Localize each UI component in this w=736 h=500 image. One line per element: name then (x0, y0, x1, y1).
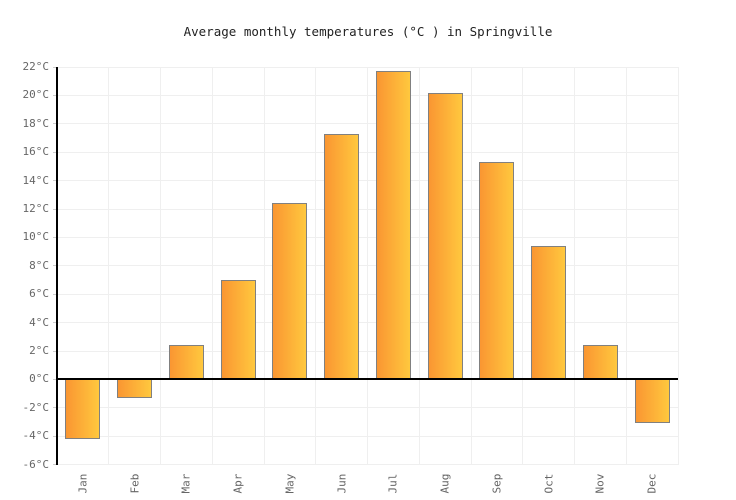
y-axis-label: -2°C (22, 400, 50, 414)
y-axis-label: 6°C (29, 287, 49, 301)
x-label-apr: Apr (221, 467, 255, 500)
y-axis-tick (53, 94, 57, 96)
bar-oct (531, 245, 567, 380)
x-label-text: Mar (179, 473, 193, 494)
y-axis-tick (53, 236, 57, 238)
y-axis-tick (53, 208, 57, 210)
v-gridline (160, 67, 161, 465)
y-axis-label: 20°C (22, 88, 50, 102)
bar-mar (168, 345, 204, 380)
y-axis-label: 10°C (22, 230, 50, 244)
bar-aug (427, 92, 463, 380)
bar-jul (375, 71, 411, 380)
y-axis-line (56, 67, 58, 465)
y-axis-tick (53, 435, 57, 437)
v-gridline (263, 67, 265, 465)
bar-apr (220, 280, 256, 380)
v-gridline (470, 67, 472, 465)
x-label-nov: Nov (583, 467, 617, 500)
x-label-text: Apr (231, 473, 245, 494)
v-gridline (522, 67, 524, 465)
v-gridline (574, 67, 575, 465)
v-gridline (367, 67, 368, 465)
y-axis-tick (53, 464, 57, 466)
y-axis-tick (53, 123, 57, 125)
v-gridline (211, 67, 213, 465)
y-axis-label: -6°C (22, 457, 50, 471)
x-label-text: May (283, 473, 297, 494)
y-axis-tick (53, 378, 57, 380)
y-axis-label: 12°C (22, 202, 50, 215)
v-gridline (625, 67, 627, 465)
x-label-jul: Jul (376, 467, 410, 500)
bar-jan (65, 379, 101, 440)
bar-sep (479, 162, 515, 380)
zero-axis-line (57, 378, 678, 381)
y-axis-label: -4°C (22, 429, 50, 443)
bar-feb (117, 379, 153, 398)
x-label-dec: Dec (635, 467, 669, 500)
y-axis-label: 16°C (22, 145, 50, 159)
x-label-jan: Jan (66, 467, 100, 500)
x-label-text: Oct (542, 473, 556, 494)
y-axis-tick (53, 151, 57, 153)
v-gridline (315, 67, 317, 465)
y-axis-label: 18°C (22, 116, 50, 130)
x-label-mar: Mar (169, 467, 203, 500)
x-label-text: Jun (335, 473, 349, 494)
x-label-may: May (273, 467, 307, 500)
y-axis-tick (53, 350, 57, 352)
v-gridline (108, 67, 110, 465)
x-label-aug: Aug (428, 467, 462, 500)
x-label-text: Feb (128, 473, 142, 494)
x-label-text: Sep (490, 473, 504, 494)
y-axis-label: 2°C (29, 344, 49, 357)
x-label-text: Jan (76, 473, 90, 494)
bar-jun (324, 133, 360, 380)
x-label-jun: Jun (325, 467, 359, 500)
y-axis-label: 4°C (29, 315, 49, 329)
h-gridline (57, 464, 678, 466)
bar-may (272, 203, 308, 380)
x-label-text: Nov (593, 473, 607, 494)
x-label-feb: Feb (118, 467, 152, 500)
y-axis-label: 0°C (29, 372, 49, 386)
chart-title: Average monthly temperatures (°C ) in Sp… (183, 24, 553, 39)
x-label-text: Aug (438, 473, 452, 494)
v-gridline (418, 67, 420, 465)
x-label-oct: Oct (532, 467, 566, 500)
y-axis-label: 22°C (22, 60, 50, 73)
x-label-text: Dec (645, 473, 659, 494)
y-axis-tick (53, 407, 57, 409)
y-axis-tick (53, 265, 57, 267)
y-axis-label: 14°C (22, 173, 50, 187)
y-axis-tick (53, 322, 57, 324)
v-gridline (677, 67, 679, 465)
y-axis-label: 8°C (29, 258, 49, 272)
y-axis-tick (53, 180, 57, 182)
x-label-sep: Sep (480, 467, 514, 500)
bar-dec (634, 379, 670, 424)
y-axis-tick (53, 66, 57, 68)
x-label-text: Jul (386, 473, 400, 494)
y-axis-tick (53, 293, 57, 295)
bar-nov (582, 345, 618, 380)
